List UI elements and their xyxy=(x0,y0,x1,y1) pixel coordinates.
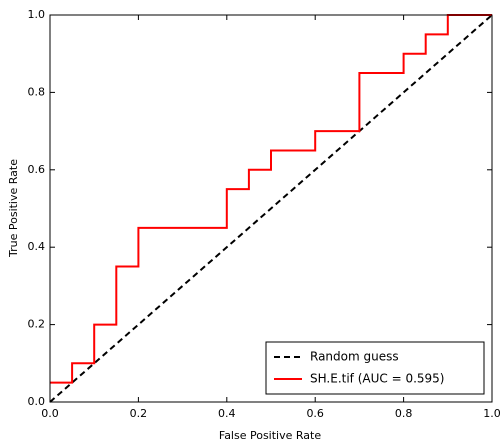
legend-label: SH.E.tif (AUC = 0.595) xyxy=(310,372,445,386)
x-tick-label: 0.4 xyxy=(218,407,236,420)
legend-label: Random guess xyxy=(310,350,399,364)
y-tick-label: 0.8 xyxy=(28,85,46,98)
y-tick-label: 0.6 xyxy=(28,163,46,176)
y-tick-label: 1.0 xyxy=(28,8,46,21)
y-tick-label: 0.2 xyxy=(28,318,46,331)
legend-box xyxy=(265,341,485,395)
y-tick-label: 0.0 xyxy=(28,395,46,408)
x-tick-label: 0.6 xyxy=(306,407,324,420)
x-tick-label: 0.0 xyxy=(41,407,59,420)
series-line xyxy=(50,14,492,384)
x-tick-label: 0.8 xyxy=(395,407,413,420)
y-axis-label: True Positive Rate xyxy=(7,159,20,258)
x-axis-label: False Positive Rate xyxy=(219,429,321,442)
plot-frame xyxy=(49,14,493,403)
series-line xyxy=(49,14,493,403)
x-tick-label: 0.2 xyxy=(130,407,148,420)
x-tick-label: 1.0 xyxy=(483,407,501,420)
y-tick-label: 0.4 xyxy=(28,240,46,253)
